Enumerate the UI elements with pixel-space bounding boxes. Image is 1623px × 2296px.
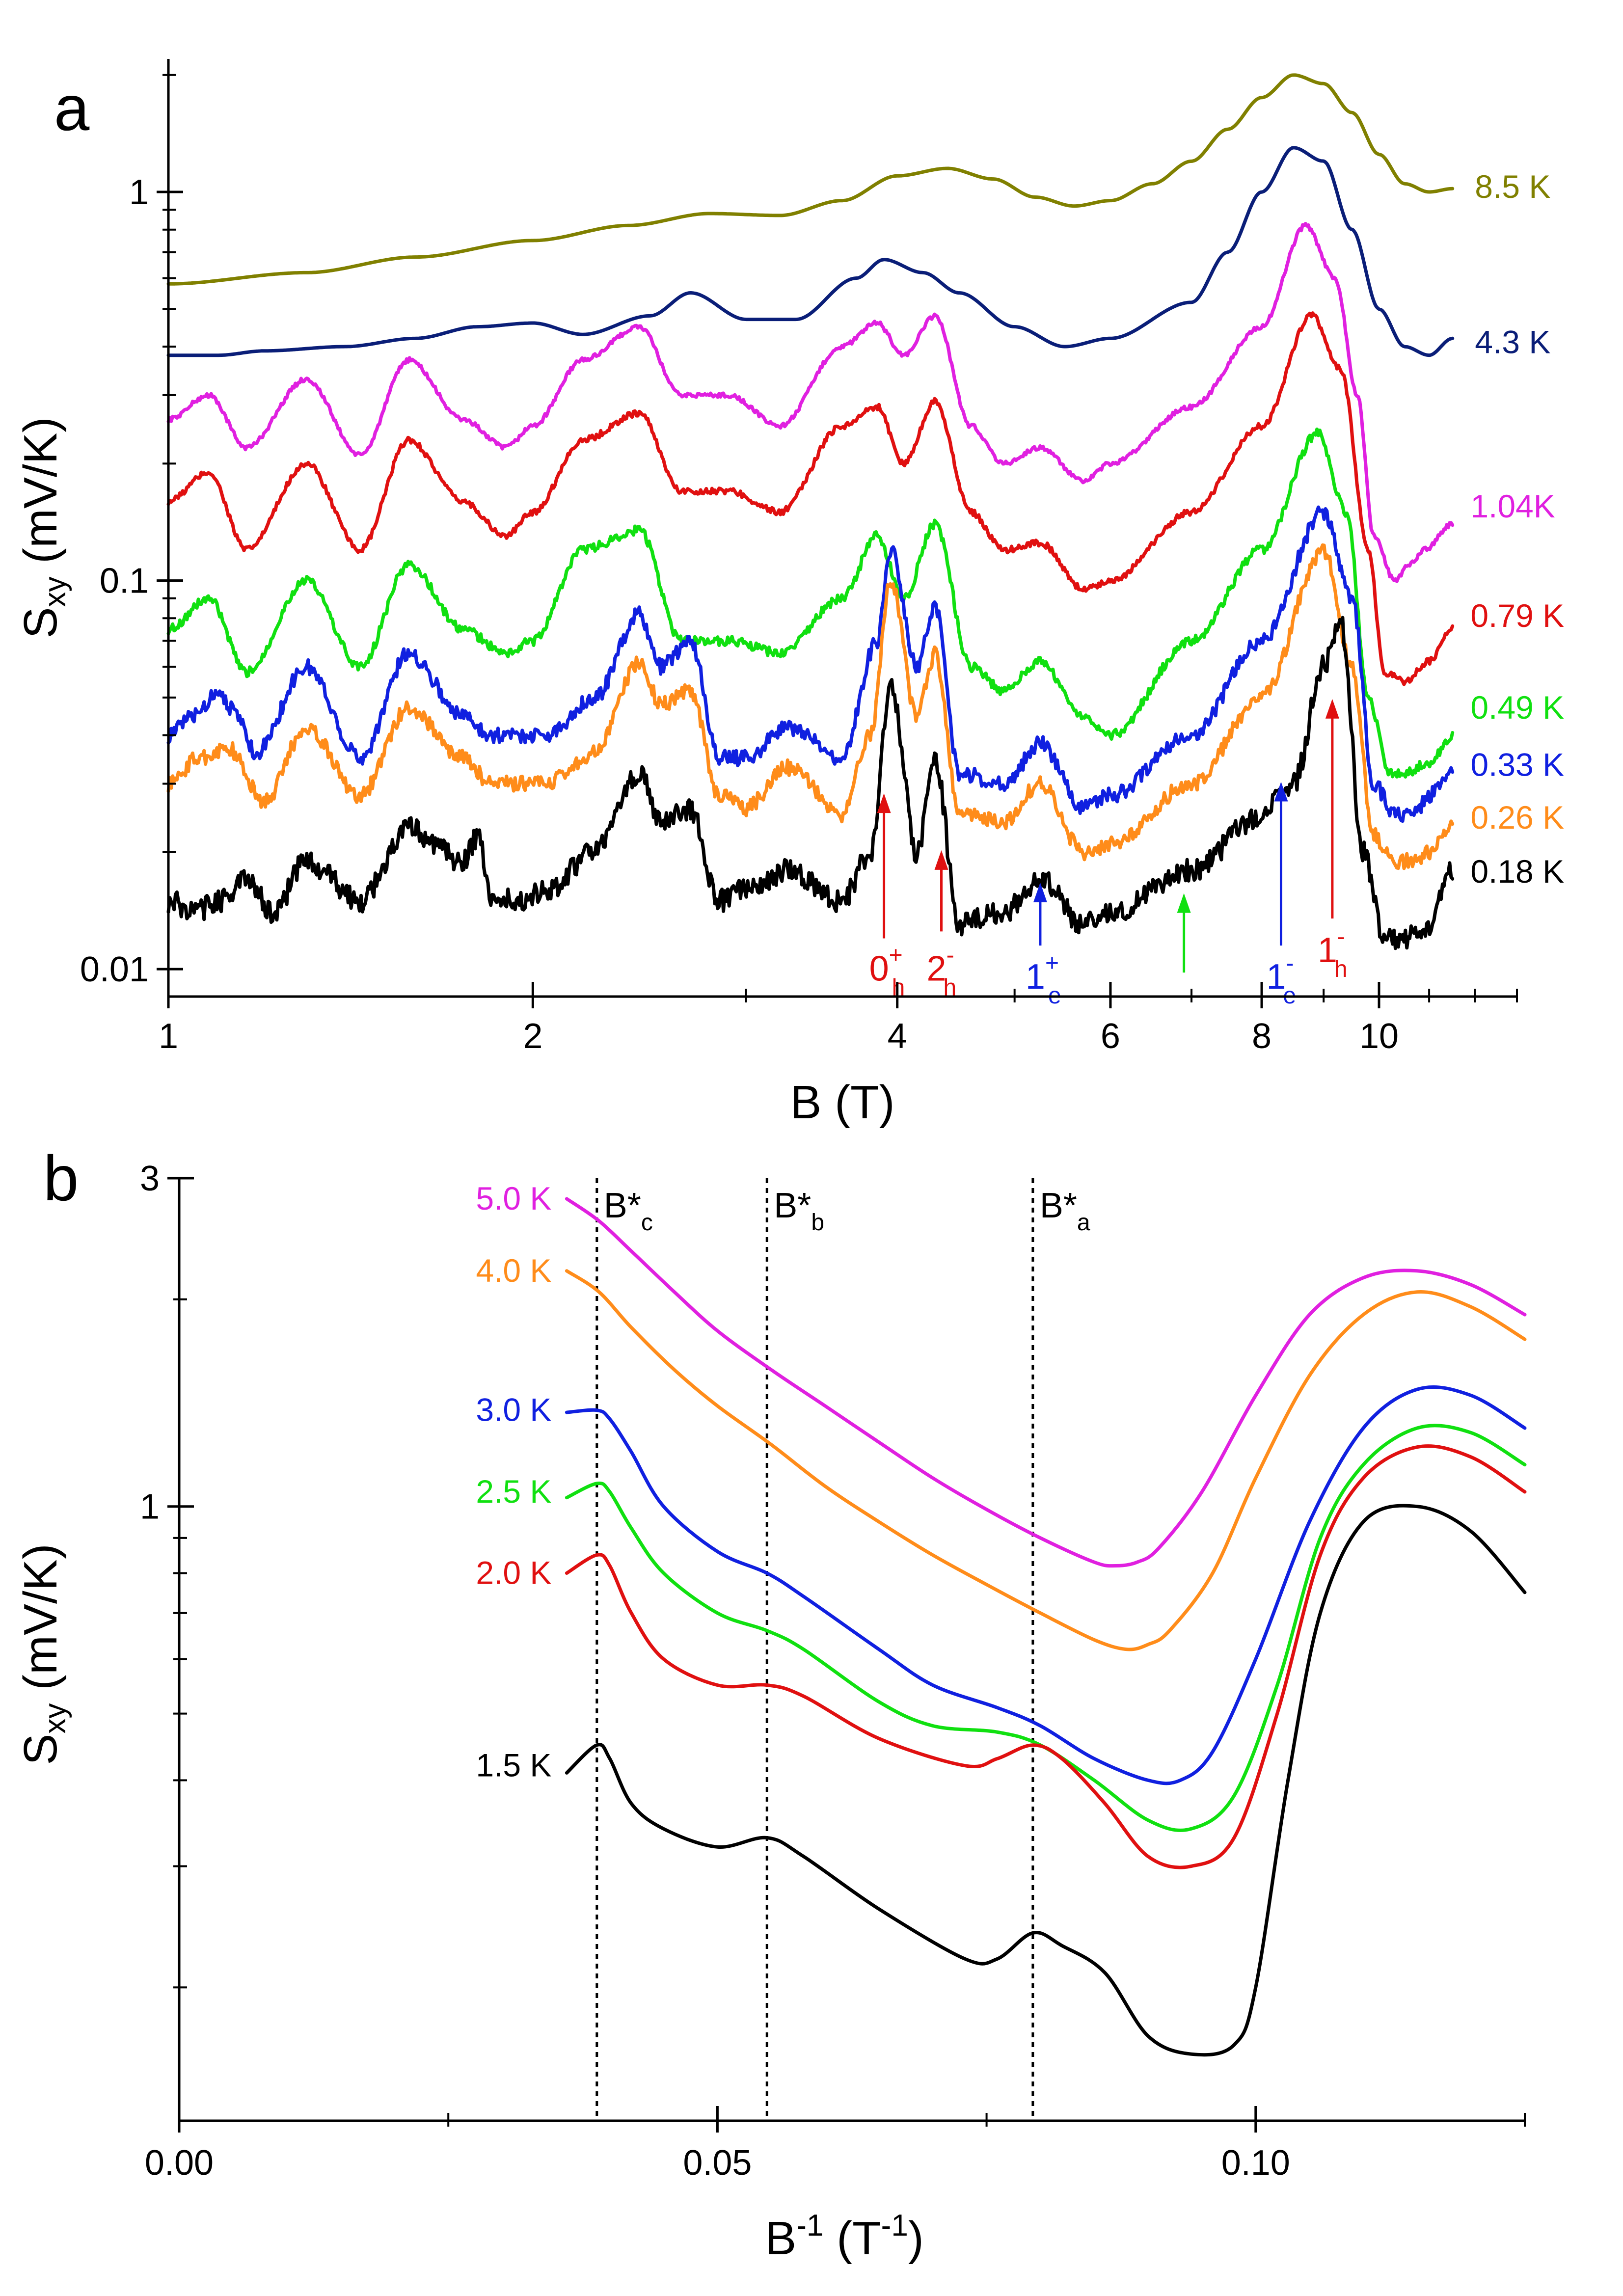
panel-b-y-axis-label-sub: xy bbox=[38, 1703, 72, 1734]
label-0-18-k: 0.18 K bbox=[1470, 853, 1564, 890]
panel-b-y-axis-label-main: S bbox=[14, 1734, 67, 1765]
vline-label-b-star-b: B*b bbox=[774, 1186, 824, 1236]
series-1-5-k-line bbox=[565, 1504, 1527, 2057]
panel-a-y-axis-label-main: S bbox=[14, 607, 67, 639]
annotation-3: 1+ e bbox=[1026, 882, 1061, 1009]
vline-label-b-star-a: B*a bbox=[1040, 1186, 1090, 1236]
series-0-26-k-line bbox=[166, 543, 1455, 870]
panel-b-x-axis-label-sup: -1 bbox=[796, 2209, 823, 2242]
label-2-0-k: 2.0 K bbox=[476, 1555, 551, 1591]
annotation-label: 2-h bbox=[927, 942, 957, 1000]
label-5-0-k: 5.0 K bbox=[476, 1180, 551, 1216]
panel-a-x-ticks: 1 2 4 6 8 10 bbox=[159, 982, 1518, 1056]
series-0-79-k-line bbox=[166, 311, 1455, 686]
panel-b-y-ticks: 13 bbox=[140, 1159, 194, 1989]
label-4-3-k: 4.3 K bbox=[1475, 324, 1550, 360]
x-tick-label: 1 bbox=[159, 1017, 178, 1056]
label-4-0-k: 4.0 K bbox=[476, 1252, 551, 1289]
annotation-arrow-head bbox=[1177, 893, 1191, 913]
x-tick-label: 4 bbox=[888, 1017, 907, 1056]
x-tick-label: 8 bbox=[1252, 1017, 1271, 1056]
panel-b-curves bbox=[565, 1197, 1527, 2057]
series-8-5-k-line bbox=[166, 73, 1455, 286]
series-4-3-k-line bbox=[166, 146, 1455, 357]
annotation-arrow-head bbox=[1274, 782, 1288, 802]
annotation-arrow-head bbox=[934, 850, 948, 870]
panel-b-x-axis-label-unit: (T bbox=[823, 2212, 881, 2265]
annotation-1: 0+h bbox=[869, 793, 905, 1000]
series-2-5-k-line bbox=[565, 1424, 1527, 1832]
annotation-label: 1-h bbox=[1318, 924, 1348, 982]
panel-b-y-axis-label: Sxy (mV/K) bbox=[14, 1543, 72, 1765]
series-0-49-k-line bbox=[166, 427, 1455, 779]
x-tick-label: 0.00 bbox=[145, 2143, 214, 2183]
panel-a: a 0+h 2-h 1+e 1-e 1-h 8.5 K 4.3 K 1.04K 0.79 K 0… bbox=[14, 59, 1564, 1129]
label-0-79-k: 0.79 K bbox=[1470, 597, 1564, 634]
annotation-arrow-head bbox=[1325, 699, 1339, 719]
label-8-5-k: 8.5 K bbox=[1475, 168, 1550, 205]
panel-b-series-labels: 5.0 K 4.0 K 3.0 K 2.5 K 2.0 K 1.5 K bbox=[476, 1180, 551, 1783]
series-0-33-k-line bbox=[166, 505, 1455, 823]
panel-a-series-labels: 8.5 K 4.3 K 1.04K 0.79 K 0.49 K 0.33 K 0.26 K 0… bbox=[1470, 168, 1564, 890]
panel-a-y-ticks: 0.01 0.1 1 bbox=[80, 74, 183, 989]
panel-b-x-axis-label-unit-sup: -1 bbox=[881, 2209, 908, 2242]
annotation-label: 1-e bbox=[1266, 950, 1296, 1009]
panel-b-letter: b bbox=[43, 1142, 79, 1214]
x-tick-label: 0.05 bbox=[683, 2143, 752, 2183]
label-0-33-k: 0.33 K bbox=[1470, 747, 1564, 783]
label-1-5-k: 1.5 K bbox=[476, 1747, 551, 1783]
panel-a-y-axis-label-sub: xy bbox=[38, 577, 72, 607]
series-5-0-k-line bbox=[565, 1197, 1527, 1568]
annotation-4 bbox=[1177, 893, 1191, 973]
x-tick-label: 2 bbox=[523, 1017, 542, 1056]
panel-b-y-axis-label-unit: (mV/K) bbox=[14, 1543, 67, 1703]
panel-b-x-axis-label-main: B bbox=[765, 2212, 796, 2265]
panel-a-x-axis-label: B (T) bbox=[790, 1076, 894, 1129]
panel-a-letter: a bbox=[54, 72, 90, 144]
series-0-18-k-line bbox=[166, 616, 1455, 950]
y-tick-label: 1 bbox=[140, 1487, 160, 1527]
y-tick-label: 3 bbox=[140, 1159, 160, 1198]
panel-a-curves bbox=[166, 73, 1455, 950]
panel-b-x-axis-label: B-1 (T-1) bbox=[765, 2209, 924, 2265]
panel-b: b B*c B*b B*a 5.0 K 4.0 K 3.0 K 2.5 K 2.0 K 1.5… bbox=[14, 1142, 1527, 2265]
panel-b-reference-lines: B*c B*b B*a bbox=[595, 1178, 1090, 2121]
label-1-04k: 1.04K bbox=[1470, 488, 1555, 524]
panel-b-x-axis-label-close: ) bbox=[908, 2212, 924, 2265]
series-4-0-k-line bbox=[565, 1269, 1527, 1651]
panel-a-annotations: 0+h 2-h 1+e 1-e 1-h bbox=[869, 699, 1348, 1009]
label-3-0-k: 3.0 K bbox=[476, 1392, 551, 1428]
series-1-04k-line bbox=[166, 222, 1455, 583]
y-tick-label: 0.1 bbox=[100, 562, 149, 601]
annotation-label: 1+ e bbox=[1026, 950, 1061, 1009]
label-2-5-k: 2.5 K bbox=[476, 1473, 551, 1510]
annotation-arrow-head bbox=[877, 793, 891, 813]
label-0-49-k: 0.49 K bbox=[1470, 689, 1564, 726]
annotation-label: 0+h bbox=[869, 942, 905, 1000]
x-tick-label: 6 bbox=[1101, 1017, 1120, 1056]
y-tick-label: 0.01 bbox=[80, 950, 149, 989]
x-tick-label: 0.10 bbox=[1221, 2143, 1290, 2183]
annotation-5: 1-e bbox=[1266, 782, 1296, 1009]
panel-a-y-axis-label: Sxy (mV/K) bbox=[14, 417, 72, 638]
series-3-0-k-line bbox=[565, 1385, 1527, 1785]
panel-a-y-axis-label-unit: (mV/K) bbox=[14, 417, 67, 576]
annotation-6: 1-h bbox=[1318, 699, 1348, 982]
series-2-0-k-line bbox=[565, 1444, 1527, 1869]
annotation-arrow-head bbox=[1033, 882, 1047, 902]
y-tick-label: 1 bbox=[129, 173, 149, 212]
panel-b-x-ticks: 0.00 0.05 0.10 bbox=[145, 2106, 1526, 2183]
vline-label-b-star-c: B*c bbox=[604, 1186, 653, 1236]
x-tick-label: 10 bbox=[1359, 1017, 1399, 1056]
label-0-26-k: 0.26 K bbox=[1470, 799, 1564, 836]
